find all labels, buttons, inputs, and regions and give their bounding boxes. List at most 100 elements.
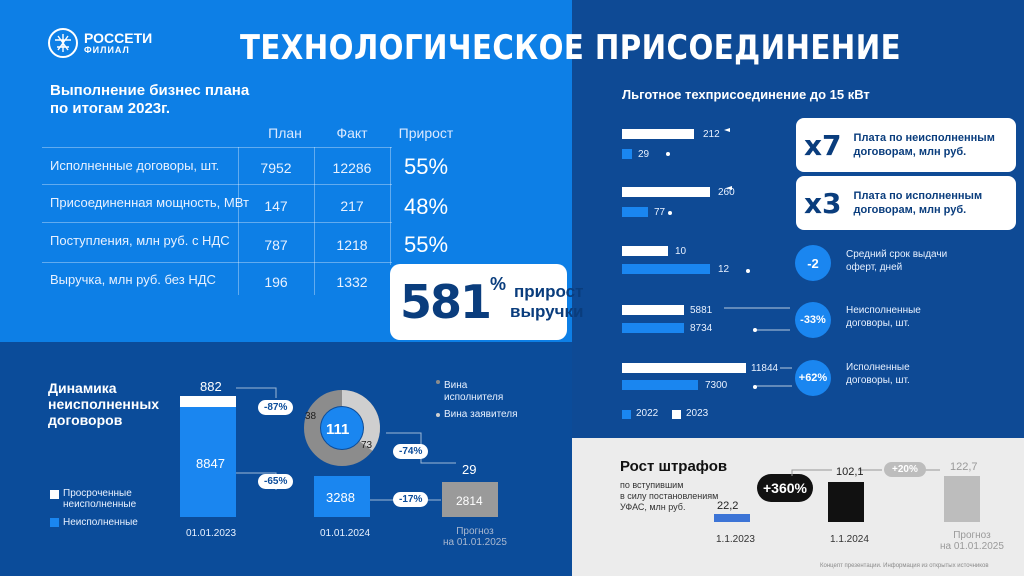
row-label: Выручка, млн руб. без НДС <box>50 272 216 287</box>
row-growth: 55% <box>403 154 449 179</box>
fine-growth-badge: +360% <box>757 474 813 502</box>
fine-bar-2024 <box>828 482 864 522</box>
legend-overdue: Просроченные неисполненные <box>63 488 137 510</box>
fine-date-2023: 1.1.2023 <box>716 534 755 545</box>
bar1-overdue <box>180 396 236 407</box>
row-label: Поступления, млн руб. с НДС <box>50 233 230 248</box>
pct-badge-2: -65% <box>258 474 294 489</box>
revenue-growth-unit: % <box>490 274 507 294</box>
value-2022: 29 <box>638 149 650 160</box>
bar-2023 <box>622 363 746 373</box>
forecast-bar <box>442 482 498 517</box>
donut-legend-dot <box>436 380 440 384</box>
legend-overdue-swatch <box>50 490 59 499</box>
legend-2022-swatch <box>622 410 631 419</box>
fine-bar-2023 <box>714 514 750 522</box>
preferential-title: Льготное техприсоединение до 15 кВт <box>622 87 870 102</box>
column-growth: Прирост <box>398 125 454 141</box>
donut-chart <box>302 388 382 468</box>
value-2023: 260 <box>718 187 735 198</box>
bar2-date: 01.01.2024 <box>320 528 371 539</box>
bar2-main-value: 3288 <box>326 490 355 505</box>
badge-unfulfilled: -33% <box>795 302 831 338</box>
value-2022: 77 <box>654 207 666 218</box>
fines-subtitle: по вступившим в силу постановлениям УФАС… <box>620 480 719 512</box>
table-vline <box>314 147 315 295</box>
card-unfulfilled-payment: x7 Плата по неисполненным договорам, млн… <box>796 118 1016 172</box>
pct-badge-3: -74% <box>393 444 429 459</box>
row-fact: 1218 <box>336 237 368 253</box>
bar-2022 <box>622 149 632 159</box>
marker-dot <box>666 152 670 156</box>
marker-dot <box>753 385 757 389</box>
business-plan-title: Выполнение бизнес плана по итогам 2023г. <box>50 82 250 117</box>
value-2022: 12 <box>718 264 730 275</box>
value-2023: 10 <box>675 246 687 257</box>
fine-value-2023: 22,2 <box>717 500 739 512</box>
revenue-growth-card: 581 % прирост выручки <box>390 264 583 340</box>
legend-2022: 2022 <box>636 408 659 419</box>
bar-2023 <box>622 129 694 139</box>
value-2023: 11844 <box>751 363 779 374</box>
forecast-label: Прогноз на 01.01.2025 <box>443 526 507 548</box>
marker-dot <box>753 328 757 332</box>
row-fact: 12286 <box>332 160 372 176</box>
dynamics-title: Динамика неисполненных договоров <box>48 380 160 428</box>
column-plan: План <box>268 125 302 141</box>
preferential-connectors <box>724 128 792 387</box>
donut-legend-dot <box>436 413 440 417</box>
table-divider <box>42 184 392 185</box>
value-2022: 8734 <box>690 323 713 334</box>
marker-dot <box>746 269 750 273</box>
column-fact: Факт <box>336 125 368 141</box>
bar-2022 <box>622 264 710 274</box>
row-plan: 787 <box>264 237 288 253</box>
donut-label-2: Вина заявителя <box>444 409 518 420</box>
row-plan: 7952 <box>260 160 292 176</box>
row-label: Присоединенная мощность, МВт <box>50 195 249 210</box>
bar-2023 <box>622 187 710 197</box>
badge-unfulfilled-label: Неисполненные договоры, шт. <box>846 305 921 329</box>
fine-small-badge: +20% <box>884 462 926 477</box>
page-title: ТЕХНОЛОГИЧЕСКОЕ ПРИСОЕДИНЕНИЕ <box>240 28 902 68</box>
bar-2023 <box>622 305 684 315</box>
legend-2023-swatch <box>672 410 681 419</box>
table-vline <box>390 147 391 265</box>
pct-badge-1: -87% <box>258 400 294 415</box>
badge-fulfilled-label: Исполненные договоры, шт. <box>846 362 910 386</box>
fine-date-2024: 1.1.2024 <box>830 534 869 545</box>
table-vline <box>238 147 239 295</box>
row-plan: 196 <box>264 274 288 290</box>
bar1-date: 01.01.2023 <box>186 528 237 539</box>
row-fact: 217 <box>340 198 364 214</box>
logo-name: РОССЕТИ <box>84 30 153 46</box>
fines-connectors <box>791 469 940 476</box>
donut-center: 111 <box>326 421 350 438</box>
bar1-unfulfilled <box>180 407 236 517</box>
badge-fulfilled: +62% <box>795 360 831 396</box>
card-multiplier: x7 <box>804 128 842 162</box>
row-plan: 147 <box>264 198 288 214</box>
bar1-main-value: 8847 <box>196 456 225 471</box>
card-multiplier: x3 <box>804 186 842 220</box>
value-2023: 212 <box>703 129 720 140</box>
legend-unfulfilled-swatch <box>50 518 59 527</box>
table-divider <box>42 147 392 148</box>
pct-badge-4: -17% <box>393 492 429 507</box>
row-label: Исполненные договоры, шт. <box>50 158 220 173</box>
fine-value-forecast: 122,7 <box>950 461 978 473</box>
revenue-growth-label: прирост выручки <box>510 282 584 321</box>
table-divider <box>42 222 392 223</box>
forecast-main-value: 2814 <box>456 494 483 508</box>
bar-2022 <box>622 380 698 390</box>
fine-value-2024: 102,1 <box>836 466 864 478</box>
card-label: Плата по неисполненным договорам, млн ру… <box>853 132 995 158</box>
card-fulfilled-payment: x3 Плата по исполненным договорам, млн р… <box>796 176 1016 230</box>
card-label: Плата по исполненным договорам, млн руб. <box>853 190 983 216</box>
row-growth: 48% <box>403 194 449 219</box>
bar2-unfulfilled <box>314 476 370 517</box>
fine-date-forecast: Прогноз на 01.01.2025 <box>940 530 1004 552</box>
donut-right: 73 <box>361 440 373 451</box>
bar-2023 <box>622 246 668 256</box>
row-fact: 1332 <box>336 274 368 290</box>
